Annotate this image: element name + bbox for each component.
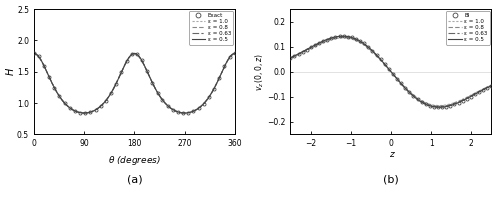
Y-axis label: $v_z\,(0,0,z)$: $v_z\,(0,0,z)$ — [253, 53, 266, 91]
Text: (a): (a) — [127, 175, 142, 184]
Legend: BI, ε = 1.0, ε = 0.8, ε = 0.63, ε = 0.5: BI, ε = 1.0, ε = 0.8, ε = 0.63, ε = 0.5 — [446, 11, 490, 45]
Text: (b): (b) — [383, 175, 399, 184]
Y-axis label: H: H — [5, 68, 15, 75]
X-axis label: z: z — [389, 150, 393, 159]
X-axis label: $\theta$ (degrees): $\theta$ (degrees) — [108, 154, 161, 167]
Legend: Exact, ε = 1.0, ε = 0.8, ε = 0.63, ε = 0.5: Exact, ε = 1.0, ε = 0.8, ε = 0.63, ε = 0… — [189, 11, 233, 45]
